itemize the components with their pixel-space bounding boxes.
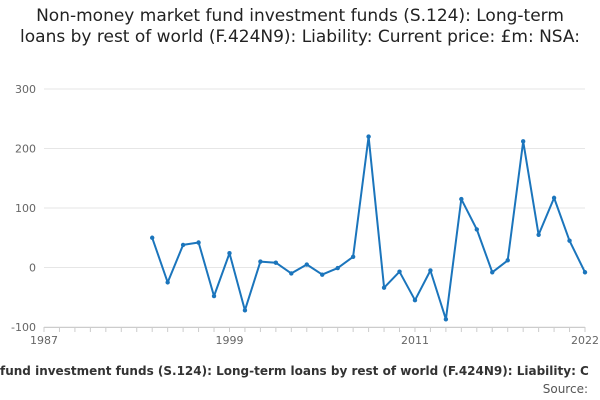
data-point <box>150 235 155 240</box>
data-point <box>428 268 433 273</box>
data-point <box>366 134 371 139</box>
data-point <box>320 272 325 277</box>
data-point <box>196 240 201 245</box>
data-point <box>273 260 279 265</box>
series <box>150 134 588 322</box>
data-point <box>582 270 588 275</box>
data-point <box>289 271 294 276</box>
series-line <box>151 135 586 321</box>
data-point <box>211 293 217 299</box>
data-point <box>567 238 572 243</box>
x-axis: 1987 1999 2011 2022 <box>30 327 599 347</box>
data-point <box>335 265 340 271</box>
data-point <box>536 232 541 237</box>
data-point <box>242 308 248 313</box>
data-point <box>459 196 464 202</box>
data-point <box>227 251 232 256</box>
data-point <box>381 285 387 290</box>
x-tick-label: 1999 <box>215 334 243 347</box>
x-tick-label: 1987 <box>30 334 58 347</box>
y-tick-label: 200 <box>15 143 36 156</box>
y-tick-label: 300 <box>15 83 36 96</box>
data-point <box>412 298 418 303</box>
data-point <box>505 258 510 263</box>
data-point <box>350 254 356 259</box>
y-tick-label: -100 <box>11 321 36 334</box>
data-point <box>520 139 526 144</box>
data-point <box>551 195 557 201</box>
x-tick-label: 2022 <box>571 334 599 347</box>
y-tick-label: 0 <box>29 262 36 275</box>
series-description: fund investment funds (S.124): Long-term… <box>0 364 589 378</box>
data-point <box>165 280 170 285</box>
y-tick-label: 100 <box>15 202 36 215</box>
data-point <box>258 259 263 264</box>
chart-title: Non-money market fund investment funds (… <box>20 6 580 47</box>
data-point <box>474 227 479 232</box>
source-label: Source: <box>542 382 588 396</box>
data-point <box>304 262 309 267</box>
data-point <box>443 317 449 322</box>
x-tick-label: 2011 <box>401 334 429 347</box>
data-point <box>490 270 495 275</box>
data-point <box>180 242 186 248</box>
grid: 300 200 100 0 -100 <box>11 83 585 334</box>
data-point <box>397 269 402 274</box>
